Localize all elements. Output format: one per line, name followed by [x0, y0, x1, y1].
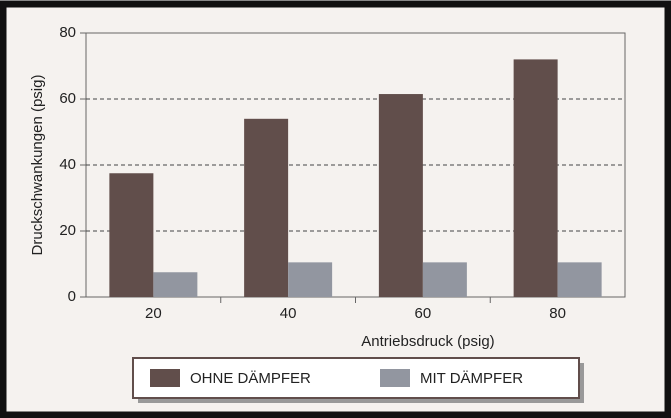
- y-tick-label: 40: [59, 156, 76, 173]
- x-axis-label: Antriebsdruck (psig): [361, 333, 494, 350]
- y-axis-label: Druckschwankungen (psig): [29, 75, 46, 256]
- bar: [557, 262, 602, 297]
- legend: [132, 357, 580, 399]
- legend-swatch: [150, 369, 180, 387]
- bar: [109, 173, 154, 297]
- bar: [378, 94, 423, 297]
- y-tick-label: 20: [59, 222, 76, 239]
- x-tick-label: 80: [549, 305, 566, 322]
- bar: [244, 118, 289, 297]
- x-tick-label: 40: [280, 305, 297, 322]
- bar: [422, 262, 467, 297]
- legend-swatch: [380, 369, 410, 387]
- y-tick-label: 60: [59, 90, 76, 107]
- x-tick-label: 60: [415, 305, 432, 322]
- y-tick-label: 0: [68, 288, 76, 305]
- bar: [513, 59, 558, 298]
- y-tick-label: 80: [59, 24, 76, 41]
- bar: [153, 272, 198, 297]
- bar: [288, 262, 333, 297]
- legend-label: MIT DÄMPFER: [420, 370, 523, 387]
- x-tick-label: 20: [145, 305, 162, 322]
- legend-label: OHNE DÄMPFER: [190, 370, 311, 387]
